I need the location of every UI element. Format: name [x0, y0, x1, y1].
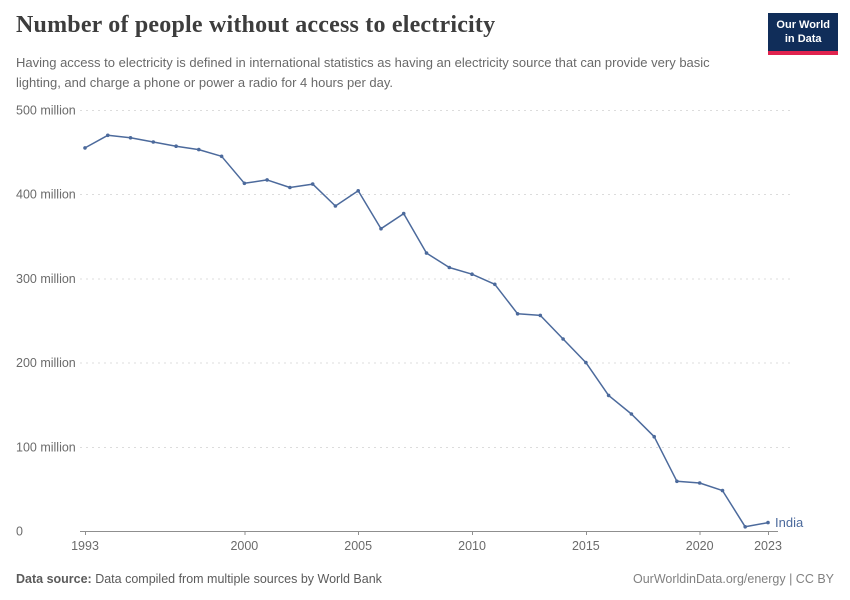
chart-canvas[interactable]: 0 100 million 200 million 300 million 400 mi…	[0, 0, 850, 560]
data-point[interactable]	[424, 251, 429, 255]
data-point[interactable]	[629, 412, 634, 416]
x-tick-label: 2015	[572, 539, 600, 553]
data-point[interactable]	[606, 393, 611, 398]
data-point[interactable]	[401, 211, 406, 216]
data-source-text: Data compiled from multiple sources by W…	[91, 572, 382, 586]
data-source-label: Data source:	[16, 572, 92, 586]
data-point[interactable]	[151, 140, 156, 144]
data-point[interactable]	[652, 434, 656, 439]
data-point[interactable]	[697, 481, 702, 485]
data-point[interactable]	[310, 182, 315, 186]
data-point[interactable]	[106, 133, 110, 138]
series-label-india: India	[775, 515, 804, 530]
data-point[interactable]	[128, 136, 133, 140]
owid-logo-line1: Our World	[776, 19, 830, 31]
y-tick-label: 500 million	[16, 104, 76, 118]
chart-subtitle: Having access to electricity is defined …	[16, 55, 710, 90]
data-point[interactable]	[219, 154, 224, 159]
data-point[interactable]	[766, 520, 770, 525]
x-tick-label: 2000	[230, 539, 258, 553]
data-point[interactable]	[515, 312, 520, 316]
data-point[interactable]	[242, 181, 247, 186]
owid-logo-line2: in Data	[784, 33, 822, 46]
data-point[interactable]	[720, 488, 725, 493]
x-tick-label: 2005	[344, 539, 372, 553]
data-point[interactable]	[265, 178, 269, 182]
data-point[interactable]	[675, 479, 679, 484]
data-point[interactable]	[197, 147, 201, 152]
data-point[interactable]	[584, 360, 588, 365]
y-tick-label: 0	[16, 525, 23, 539]
owid-attribution-link[interactable]: OurWorldinData.org/energy | CC BY	[632, 572, 834, 586]
data-point[interactable]	[333, 204, 338, 208]
y-tick-label: 100 million	[16, 440, 76, 454]
data-point[interactable]	[538, 313, 543, 318]
data-source-note: Data source: Data compiled from multiple…	[16, 572, 382, 586]
y-tick-label: 300 million	[16, 272, 76, 286]
data-point[interactable]	[561, 337, 565, 341]
owid-logo[interactable]: Our World in Data	[768, 13, 838, 55]
data-point[interactable]	[493, 282, 497, 287]
data-point[interactable]	[83, 146, 87, 150]
page-title: Number of people without access to elect…	[16, 12, 496, 38]
data-point[interactable]	[470, 272, 474, 277]
data-point[interactable]	[447, 265, 452, 270]
india-series-line[interactable]	[84, 134, 769, 528]
data-point[interactable]	[174, 144, 178, 148]
y-tick-label: 400 million	[16, 188, 76, 202]
x-tick-label: 2023	[754, 539, 782, 553]
data-point[interactable]	[743, 525, 747, 529]
data-point[interactable]	[379, 226, 383, 231]
data-point[interactable]	[288, 185, 292, 190]
y-tick-label: 200 million	[16, 356, 76, 370]
x-tick-label: 2020	[686, 539, 714, 553]
data-point[interactable]	[356, 189, 361, 193]
x-tick-label: 1993	[71, 539, 99, 553]
x-tick-label: 2010	[458, 539, 486, 553]
